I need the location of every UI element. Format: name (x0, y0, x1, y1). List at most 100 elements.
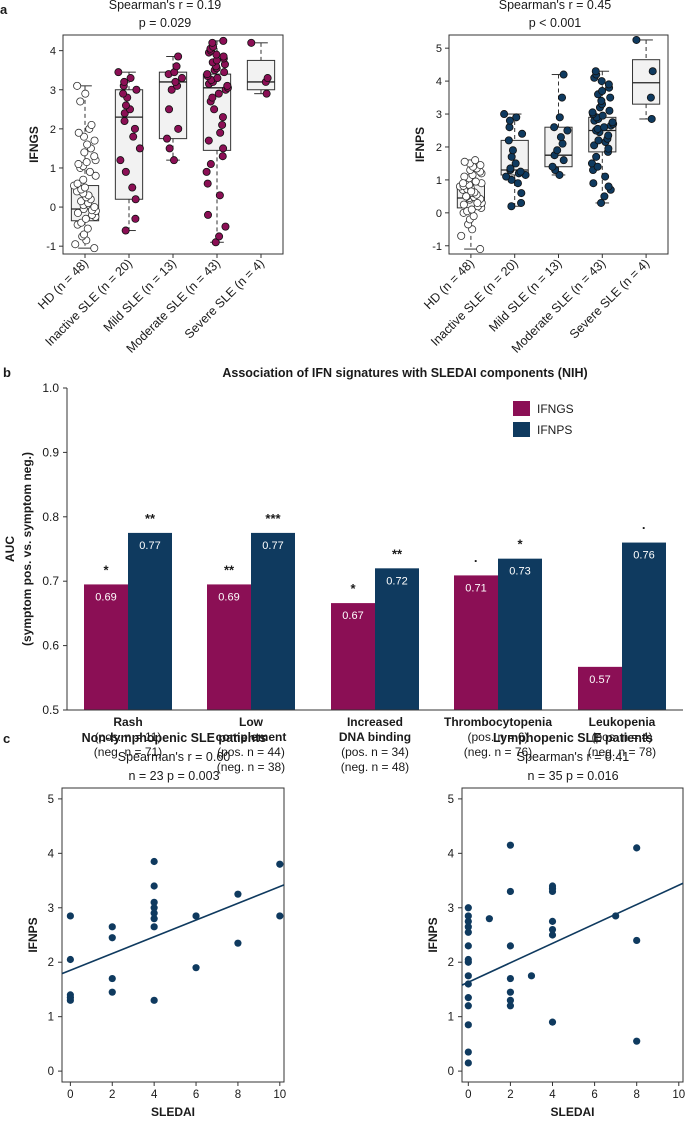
scatter-title: Non-lymphopenic SLE patients (82, 731, 267, 745)
y-tick-label: -1 (432, 241, 442, 253)
data-point (203, 70, 212, 79)
data-point (556, 133, 565, 142)
data-point (467, 205, 476, 214)
data-point (163, 134, 172, 143)
y-axis-label: AUC (3, 536, 17, 562)
category-name: Thrombocytopenia (444, 715, 552, 729)
data-point (121, 167, 130, 176)
data-point (79, 230, 88, 239)
bar-value-label: 0.69 (95, 591, 116, 603)
data-point (633, 844, 641, 852)
data-point (234, 890, 242, 898)
category-pos-count: (pos. n = 44) (217, 745, 285, 759)
y-tick-label: 0 (50, 202, 56, 214)
category-pos-count: (pos. n = 34) (341, 745, 409, 759)
data-point (460, 157, 469, 166)
data-point (464, 942, 472, 950)
data-point (177, 74, 186, 83)
data-point (218, 120, 227, 129)
data-point (507, 152, 516, 161)
y-tick-label: 1.0 (42, 381, 59, 395)
data-point (66, 955, 74, 964)
significance-marker: * (103, 562, 109, 577)
data-point (213, 74, 222, 83)
data-point (464, 928, 472, 936)
data-point (87, 120, 96, 129)
data-point (591, 67, 600, 76)
data-point (121, 101, 130, 110)
category-label: Severe SLE (n = 4) (182, 256, 267, 341)
bar-value-label: 0.57 (589, 674, 610, 686)
data-point (464, 1059, 472, 1067)
data-point (513, 179, 522, 188)
data-point (563, 126, 572, 135)
data-point (85, 167, 94, 176)
data-point (131, 214, 140, 223)
data-point (221, 222, 230, 231)
data-point (74, 128, 83, 137)
data-point (219, 36, 228, 45)
data-point (79, 132, 88, 141)
data-point (632, 35, 641, 44)
data-point (633, 1037, 641, 1045)
data-point (108, 974, 116, 983)
data-point (76, 97, 85, 106)
legend-swatch (513, 422, 530, 437)
data-point (83, 140, 92, 149)
data-point (120, 109, 129, 118)
data-point (605, 106, 614, 115)
data-point (73, 208, 82, 217)
data-point (276, 860, 284, 868)
data-point (219, 52, 228, 61)
data-point (516, 167, 525, 176)
data-point (66, 912, 74, 920)
x-tick-label: 0 (67, 1089, 73, 1101)
data-point (135, 144, 144, 153)
data-point (646, 93, 655, 102)
data-point (512, 113, 521, 122)
data-point (462, 192, 471, 201)
data-point (171, 77, 180, 86)
x-axis-label: SLEDAI (550, 1105, 594, 1119)
data-point (79, 175, 88, 184)
data-point (502, 172, 511, 181)
y-tick-label: 4 (448, 848, 455, 860)
data-point (558, 93, 567, 102)
data-point (464, 904, 472, 912)
data-point (208, 93, 217, 102)
data-point (218, 152, 227, 161)
data-point (464, 994, 472, 1002)
category-label: Inactive SLE (n = 20) (42, 256, 135, 349)
significance-marker: · (474, 553, 478, 568)
data-point (150, 904, 158, 912)
data-point (469, 212, 478, 221)
bar-value-label: 0.67 (342, 610, 363, 622)
data-point (548, 882, 557, 890)
data-point (558, 139, 567, 148)
data-point (464, 917, 472, 925)
data-point (597, 96, 606, 105)
data-point (150, 909, 158, 917)
data-point (604, 182, 613, 191)
y-tick-label: 1 (448, 1012, 454, 1024)
data-point (150, 898, 158, 906)
data-point (506, 1002, 515, 1010)
data-point (73, 81, 82, 90)
data-point (80, 183, 89, 192)
significance-marker: · (642, 521, 646, 536)
scatter-lymphopenic: Lymphopenic SLE patients Spearman's r = 0… (426, 731, 685, 1119)
category-neg-count: (neg. n = 76) (464, 745, 532, 759)
data-point (459, 200, 468, 209)
data-point (202, 167, 211, 176)
data-point (219, 144, 228, 153)
regression-line (461, 882, 684, 986)
panel-letter-c: c (3, 731, 10, 746)
y-tick-label: 0.5 (42, 703, 59, 717)
legend-label: IFNPS (537, 423, 572, 437)
data-point (130, 124, 139, 133)
data-point (223, 81, 232, 90)
y-tick-label: 1 (50, 163, 56, 175)
data-point (606, 93, 615, 102)
data-point (604, 144, 613, 153)
